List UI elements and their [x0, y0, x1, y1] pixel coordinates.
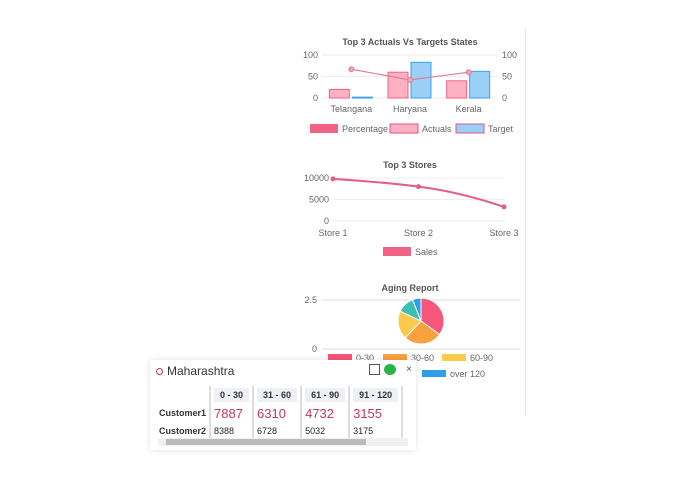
y-tick: 0	[312, 344, 317, 354]
legend-swatch	[383, 247, 411, 256]
state-popup: Maharashtra × 0 - 30 31 - 60 61 - 90 91 …	[150, 360, 416, 450]
x-tick: Kerala	[456, 104, 482, 114]
y-tick-left: 50	[308, 72, 318, 82]
legend-swatch	[328, 354, 352, 361]
chat-icon[interactable]	[384, 364, 397, 375]
bar-target	[469, 70, 491, 99]
legend-swatch	[442, 354, 466, 361]
popup-title-text: Maharashtra	[167, 364, 235, 378]
bar-target	[410, 61, 432, 99]
circle-icon	[156, 367, 163, 375]
y-tick-left: 100	[303, 50, 318, 60]
bar-actuals	[446, 80, 468, 99]
cell: 8388	[209, 422, 254, 440]
y-tick: 2.5	[304, 295, 317, 305]
sales-line	[332, 177, 505, 208]
legend-label: 60-90	[470, 353, 493, 363]
legend-label: Percentage	[342, 124, 388, 134]
y-tick: 10000	[304, 173, 329, 183]
x-tick: Store 3	[489, 228, 518, 238]
sales-point	[416, 184, 421, 190]
table-row: Customer2 8388 6728 5032 3175	[156, 422, 410, 440]
pie-slice	[404, 320, 441, 345]
x-tick: Store 2	[404, 228, 433, 238]
bar-actuals	[328, 88, 350, 99]
legend-swatch	[422, 370, 446, 377]
y-tick-right: 0	[502, 93, 507, 103]
aging-table: 0 - 30 31 - 60 61 - 90 91 - 120 Customer…	[156, 386, 410, 440]
bar-target	[351, 96, 373, 99]
y-tick: 0	[324, 216, 329, 226]
legend-label: over 120	[450, 369, 485, 379]
popup-title: Maharashtra	[156, 364, 234, 378]
scrollbar-thumb[interactable]	[166, 439, 366, 445]
close-icon[interactable]: ×	[406, 364, 412, 375]
y-tick-right: 50	[502, 72, 512, 82]
table-row: Customer1 7887 6310 4732 3155	[156, 404, 410, 422]
percentage-point	[465, 69, 472, 76]
x-tick: Store 1	[318, 228, 347, 238]
legend-label: Actuals	[422, 124, 452, 134]
cell: 7887	[209, 404, 254, 422]
x-tick: Telangana	[331, 104, 373, 114]
pie-slice	[420, 297, 445, 336]
legend-label: Target	[488, 124, 514, 134]
horizontal-scrollbar[interactable]	[158, 438, 408, 446]
export-icon[interactable]	[369, 364, 381, 375]
col-header: 91 - 120	[353, 388, 399, 402]
legend-swatch	[383, 354, 407, 361]
y-tick-right: 100	[502, 50, 517, 60]
y-tick: 5000	[309, 195, 329, 205]
legend-swatch	[310, 124, 338, 133]
cell: 6310	[252, 404, 302, 422]
charts-svg: Top 3 Actuals Vs Targets States 0 0 50 50 100…	[303, 37, 520, 379]
charts-panel: Top 3 Actuals Vs Targets States 0 0 50 50 100…	[290, 28, 526, 416]
x-tick: Haryana	[393, 104, 427, 114]
legend-label: 30-60	[411, 353, 434, 363]
sales-point	[501, 204, 507, 210]
legend-label: 0-30	[356, 353, 374, 363]
cell: 6728	[252, 422, 302, 440]
chart-title: Top 3 Actuals Vs Targets States	[342, 37, 477, 47]
cell: 3155	[348, 404, 403, 422]
sales-point	[330, 176, 336, 182]
col-header: 31 - 60	[257, 388, 298, 402]
legend-label: Sales	[415, 247, 438, 257]
chart-title: Top 3 Stores	[383, 160, 437, 170]
cell: 5032	[300, 422, 350, 440]
percentage-point	[407, 76, 413, 83]
cell: 3175	[348, 422, 403, 440]
percentage-point	[348, 66, 355, 73]
chart-title: Aging Report	[382, 283, 439, 293]
legend-swatch	[389, 123, 419, 134]
cell: 4732	[300, 404, 350, 422]
col-header: 0 - 30	[214, 388, 250, 402]
pie-slice	[411, 297, 422, 322]
row-label: Customer1	[159, 408, 207, 418]
legend-swatch	[455, 123, 485, 134]
row-label: Customer2	[159, 426, 207, 436]
y-tick-left: 0	[313, 93, 318, 103]
col-header: 61 - 90	[305, 388, 346, 402]
